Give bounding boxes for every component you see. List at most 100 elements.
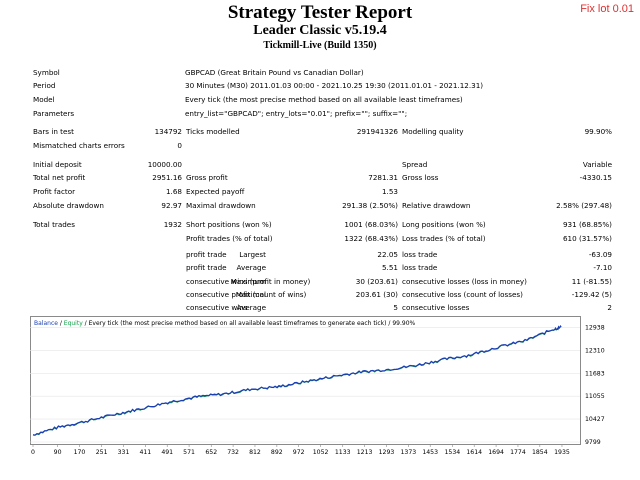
average-cons-row: Average consecutive wins 5 consecutive l… — [0, 302, 640, 314]
relative-drawdown-value: 2.58% (297.48) — [556, 201, 612, 210]
expected-payoff-label: Expected payoff — [186, 187, 245, 196]
x-tick-label: 732 — [227, 449, 239, 456]
plot-frame — [30, 316, 581, 445]
maximal-row: Maximal consecutive profit (count of win… — [0, 289, 640, 301]
average-loss-value: -7.10 — [593, 263, 612, 272]
x-tick-label: 1614 — [466, 449, 482, 456]
grid — [30, 327, 580, 447]
average-row: Average profit trade 5.51 loss trade -7.… — [0, 262, 640, 274]
mismatch-label: Mismatched charts errors — [33, 141, 125, 150]
profit-factor-value: 1.68 — [165, 187, 182, 196]
y-tick-label: 12938 — [585, 325, 605, 332]
x-tick-label: 1052 — [313, 449, 329, 456]
chart-legend: Balance / Equity / Every tick (the most … — [34, 320, 416, 327]
gross-profit-value: 7281.31 — [368, 173, 398, 182]
largest-row: Largest profit trade 22.05 loss trade -6… — [0, 249, 640, 261]
cons-losses-value: 11 (-81.55) — [571, 277, 612, 286]
gross-profit-label: Gross profit — [186, 173, 228, 182]
total-trades-value: 1932 — [163, 220, 182, 229]
x-tick-label: 892 — [271, 449, 283, 456]
model-value: Every tick (the most precise method base… — [185, 95, 463, 104]
x-tick-label: 571 — [183, 449, 195, 456]
gross-loss-value: -4330.15 — [579, 173, 612, 182]
x-tick-label: 90 — [54, 449, 62, 456]
profit-trades-label: Profit trades (% of total) — [186, 234, 273, 243]
maximum-label: Maximum — [230, 277, 266, 286]
period-value: 30 Minutes (M30) 2011.01.03 00:00 - 2021… — [185, 81, 484, 90]
absolute-drawdown-value: 92.97 — [161, 201, 182, 210]
x-tick-label: 1854 — [532, 449, 548, 456]
y-axis-ticks: 12938 12310 11683 11055 10427 9799 — [585, 325, 605, 446]
parameters-label: Parameters — [33, 109, 75, 118]
avg-losses-value: 2 — [607, 303, 612, 312]
quality-value: 99.90% — [584, 127, 612, 136]
y-tick-label: 11683 — [585, 370, 605, 377]
net-profit-row: Total net profit 2951.16 Gross profit 72… — [0, 172, 640, 184]
server-build: Tickmill-Live (Build 1350) — [263, 40, 377, 51]
settings-row-model: Model Every tick (the most precise metho… — [0, 94, 640, 106]
period-label: Period — [33, 81, 56, 90]
gross-loss-label: Gross loss — [402, 173, 439, 182]
x-tick-label: 1213 — [357, 449, 373, 456]
maximal-label: Maximal — [235, 290, 266, 299]
cons-profit-value: 203.61 (30) — [355, 290, 398, 299]
model-label: Model — [33, 95, 55, 104]
y-tick-label: 9799 — [585, 439, 601, 446]
profit-trades-row: Profit trades (% of total) 1322 (68.43%)… — [0, 233, 640, 245]
largest-loss-label: loss trade — [402, 250, 438, 259]
x-tick-label: 411 — [139, 449, 151, 456]
average-profit-label: profit trade — [186, 263, 227, 272]
lot-tag: Fix lot 0.01 — [580, 3, 634, 15]
average-profit-value: 5.51 — [381, 263, 398, 272]
ticks-value: 291941326 — [356, 127, 398, 136]
loss-trades-label: Loss trades (% of total) — [402, 234, 486, 243]
deposit-row: Initial deposit 10000.00 Spread Variable — [0, 159, 640, 171]
x-tick-label: 652 — [205, 449, 217, 456]
legend-equity: Equity — [64, 320, 83, 327]
x-tick-label: 1935 — [554, 449, 570, 456]
profit-trades-value: 1322 (68.43%) — [344, 234, 398, 243]
x-tick-label: 331 — [118, 449, 130, 456]
legend-balance: Balance — [34, 320, 58, 327]
profit-factor-label: Profit factor — [33, 187, 76, 196]
largest-profit-label: profit trade — [186, 250, 227, 259]
deposit-label: Initial deposit — [33, 160, 82, 169]
x-tick-label: 1694 — [488, 449, 504, 456]
average-label: Average — [236, 263, 266, 272]
y-tick-label: 12310 — [585, 347, 605, 354]
report-title: Strategy Tester Report — [227, 2, 413, 23]
x-tick-label: 251 — [96, 449, 108, 456]
net-profit-label: Total net profit — [33, 173, 86, 182]
balance-chart: 12938 12310 11683 11055 10427 9799 0 90 170 251 3… — [30, 316, 605, 456]
largest-profit-value: 22.05 — [377, 250, 398, 259]
avg-losses-label: consecutive losses — [402, 303, 470, 312]
cons-wins-label: consecutive wins (profit in money) — [186, 277, 311, 286]
x-tick-label: 170 — [74, 449, 86, 456]
cons-wins-value: 30 (203.61) — [355, 277, 398, 286]
absolute-drawdown-label: Absolute drawdown — [33, 201, 104, 210]
total-trades-label: Total trades — [33, 220, 75, 229]
mismatch-row: Mismatched charts errors 0 — [0, 140, 640, 152]
deposit-value: 10000.00 — [147, 160, 182, 169]
mismatch-value: 0 — [177, 141, 182, 150]
x-tick-label: 1453 — [422, 449, 438, 456]
symbol-value: GBPCAD (Great Britain Pound vs Canadian … — [185, 68, 364, 77]
x-axis-ticks: 0 90 170 251 331 411 491 571 652 732 812 892 972 1052… — [31, 449, 570, 456]
total-trades-row: Total trades 1932 Short positions (won %… — [0, 219, 640, 231]
marks — [32, 325, 562, 436]
y-tick-label: 11055 — [585, 393, 605, 400]
relative-drawdown-label: Relative drawdown — [402, 201, 471, 210]
bars-label: Bars in test — [33, 127, 74, 136]
bars-value: 134792 — [154, 127, 182, 136]
cons-profit-label: consecutive profit (count of wins) — [186, 290, 307, 299]
average-cons-label: Average — [236, 303, 266, 312]
settings-row-symbol: Symbol GBPCAD (Great Britain Pound vs Ca… — [0, 67, 640, 79]
x-tick-label: 1373 — [400, 449, 416, 456]
largest-loss-value: -63.09 — [588, 250, 612, 259]
spread-value: Variable — [582, 160, 612, 169]
symbol-label: Symbol — [33, 68, 60, 77]
cons-losses-label: consecutive losses (loss in money) — [402, 277, 527, 286]
cons-loss-value: -129.42 (5) — [571, 290, 612, 299]
expected-payoff-value: 1.53 — [381, 187, 398, 196]
profit-factor-row: Profit factor 1.68 Expected payoff 1.53 — [0, 186, 640, 198]
